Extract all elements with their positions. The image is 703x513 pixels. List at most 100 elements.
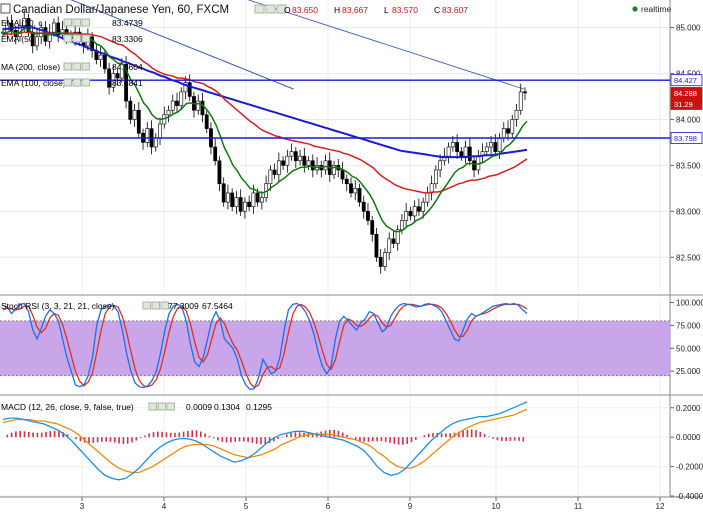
candle-body bbox=[404, 211, 409, 221]
stoch-settings-icon[interactable] bbox=[142, 301, 151, 310]
candle-body bbox=[298, 155, 302, 162]
candle-body bbox=[119, 64, 124, 79]
price-tick-label: 84.500 bbox=[676, 70, 701, 79]
candle-body bbox=[247, 201, 252, 208]
stoch-tick-label: 75.000 bbox=[676, 321, 701, 330]
candle-body bbox=[357, 188, 362, 203]
candle-body bbox=[204, 114, 209, 129]
candle-body bbox=[238, 197, 243, 212]
indicator-settings-icon[interactable] bbox=[81, 78, 90, 87]
x-tick-label: 4 bbox=[162, 502, 167, 511]
candle-body bbox=[293, 151, 298, 162]
candle-body bbox=[226, 192, 230, 203]
indicator-settings-icon[interactable] bbox=[81, 18, 90, 27]
candle-body bbox=[9, 22, 14, 31]
candle-body bbox=[412, 206, 417, 217]
x-tick-label: 11 bbox=[574, 502, 583, 511]
settings-icon[interactable] bbox=[265, 4, 276, 14]
candle-body bbox=[459, 151, 464, 157]
macd-label: MACD (12, 26, close, 9, false, true) bbox=[1, 402, 134, 412]
candle-body bbox=[332, 165, 336, 175]
candle-body bbox=[281, 160, 285, 166]
indicator-settings-icon[interactable] bbox=[72, 62, 81, 71]
stoch-k-line bbox=[2, 302, 528, 391]
candle-body bbox=[115, 73, 120, 79]
indicator-settings-icon[interactable] bbox=[63, 18, 72, 27]
macd-hist-value: 0.0009 bbox=[186, 402, 212, 412]
candle-body bbox=[234, 197, 239, 208]
candle-body bbox=[484, 146, 489, 152]
price-tag-value: 84.288 bbox=[674, 89, 697, 98]
price-tag-value: 84.427 bbox=[674, 76, 697, 85]
candle-body bbox=[446, 146, 451, 157]
price-tick-label: 82.500 bbox=[676, 253, 701, 262]
price-tick-label: 84.000 bbox=[676, 115, 701, 124]
realtime-label: realtime bbox=[641, 4, 672, 14]
candle-body bbox=[175, 100, 179, 106]
macd-tick-label: 0.2000 bbox=[676, 404, 701, 413]
candle-body bbox=[506, 128, 510, 134]
macd-settings-icon[interactable] bbox=[157, 402, 166, 411]
indicator-settings-icon[interactable] bbox=[63, 62, 72, 71]
candle-body bbox=[145, 128, 150, 143]
stoch-settings-icon[interactable] bbox=[151, 301, 160, 310]
x-tick-label: 6 bbox=[326, 502, 331, 511]
indicator-settings-icon[interactable] bbox=[81, 34, 90, 43]
candle-body bbox=[39, 27, 44, 38]
candle-body bbox=[221, 183, 226, 203]
candle-body bbox=[107, 68, 111, 88]
candle-body bbox=[467, 146, 472, 162]
ohlc-value: 83.607 bbox=[442, 5, 468, 15]
ohlc-key: C bbox=[434, 5, 440, 15]
indicator-settings-icon[interactable] bbox=[63, 34, 72, 43]
x-tick-label: 12 bbox=[656, 502, 665, 511]
indicator-settings-icon[interactable] bbox=[72, 78, 81, 87]
candle-body bbox=[217, 160, 222, 185]
ohlc-key: H bbox=[334, 5, 340, 15]
settings-icon[interactable] bbox=[254, 4, 265, 14]
macd-value: 0.1304 bbox=[214, 402, 240, 412]
candle-body bbox=[518, 91, 523, 111]
stoch-d-line bbox=[2, 303, 528, 389]
indicator-settings-icon[interactable] bbox=[63, 78, 72, 87]
indicator-settings-icon[interactable] bbox=[81, 62, 90, 71]
macd-line bbox=[2, 401, 528, 481]
candle-body bbox=[501, 128, 506, 139]
price-tag-box bbox=[670, 98, 703, 110]
macd-settings-icon[interactable] bbox=[166, 402, 175, 411]
candle-body bbox=[353, 188, 358, 194]
stoch-settings-icon[interactable] bbox=[160, 301, 169, 310]
indicator-label: MA (200, close) bbox=[1, 62, 60, 72]
stoch-d-value: 67.5464 bbox=[202, 301, 233, 311]
ohlc-key: L bbox=[384, 5, 389, 15]
candle-body bbox=[90, 36, 95, 51]
candle-body bbox=[272, 169, 277, 175]
price-tag-box bbox=[670, 74, 703, 87]
candle-body bbox=[187, 82, 192, 97]
collapse-icon[interactable] bbox=[0, 3, 11, 14]
candle-body bbox=[374, 233, 379, 258]
candle-body bbox=[421, 201, 426, 212]
candle-body bbox=[136, 109, 141, 134]
candle-body bbox=[463, 146, 468, 157]
candle-body bbox=[213, 146, 218, 162]
ohlc-value: 83.650 bbox=[292, 5, 318, 15]
realtime-dot-icon bbox=[632, 6, 638, 12]
stoch-band bbox=[0, 320, 670, 376]
macd-settings-icon[interactable] bbox=[148, 402, 157, 411]
candle-body bbox=[433, 169, 438, 185]
stoch-tick-label: 25.000 bbox=[676, 367, 701, 376]
indicator-settings-icon[interactable] bbox=[72, 34, 81, 43]
price-tag: 31.29 bbox=[670, 98, 703, 110]
candle-body bbox=[323, 160, 328, 171]
price-tick-label: 83.000 bbox=[676, 207, 701, 216]
ohlc-value: 83.570 bbox=[392, 5, 418, 15]
indicator-settings-icon[interactable] bbox=[72, 18, 81, 27]
stoch-tick-label: 50.000 bbox=[676, 344, 701, 353]
price-tag-box bbox=[670, 132, 703, 144]
settings-icon[interactable] bbox=[276, 4, 287, 14]
indicator-value: 83.3306 bbox=[112, 34, 143, 44]
ma200-line bbox=[2, 25, 528, 159]
candle-body bbox=[514, 109, 519, 120]
